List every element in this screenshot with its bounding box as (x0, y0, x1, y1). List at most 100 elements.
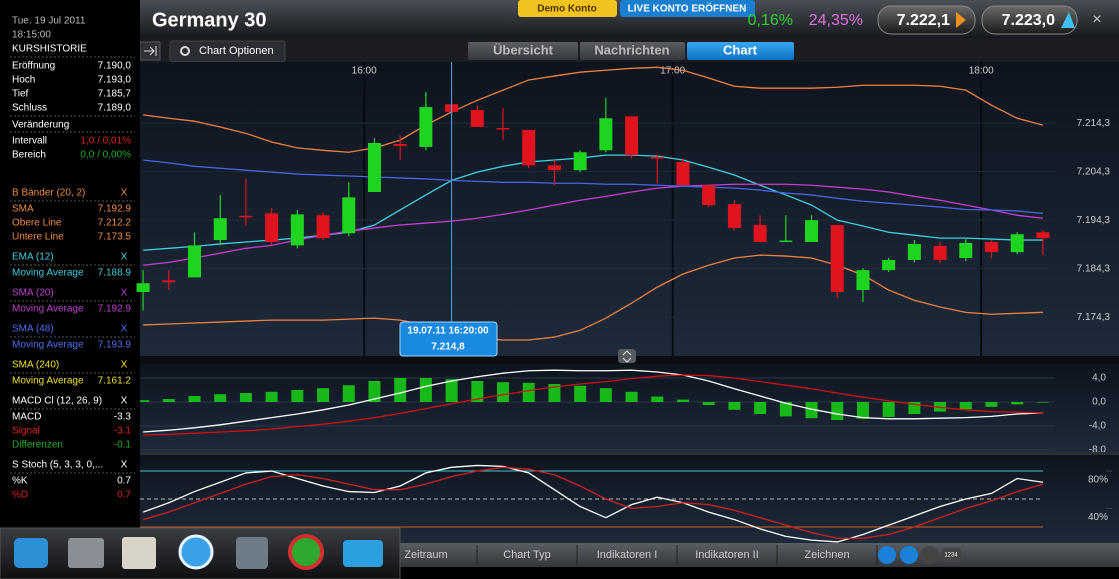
candle-body (702, 185, 716, 206)
toolbar-item[interactable]: Indikatoren I (597, 549, 658, 561)
row-label: Bereich (12, 150, 46, 161)
tab-label: Chart (723, 42, 758, 57)
toolbar-item[interactable]: Zeitraum (404, 549, 447, 561)
toolbar-item[interactable]: Zeichnen (804, 549, 849, 561)
dock-icon[interactable] (178, 534, 214, 570)
resize-handle[interactable] (618, 349, 636, 363)
live-button[interactable] (620, 0, 755, 17)
x-tick-label: 16:00 (352, 66, 377, 77)
candle-body (1036, 232, 1050, 239)
indicator-line (143, 159, 1043, 215)
tab-label: Übersicht (493, 42, 554, 57)
tab-label: Nachrichten (594, 42, 669, 57)
draw-tool[interactable] (878, 546, 896, 564)
row-value: 7.190,0 (98, 61, 132, 72)
indicator-title: MACD Cl (12, 26, 9) (12, 396, 102, 407)
panel-divider (140, 452, 1119, 455)
candle-body (290, 214, 304, 246)
candle-body (650, 157, 664, 159)
indicator-row-label: %D (12, 490, 28, 501)
dock-icon[interactable] (68, 538, 104, 568)
tooltip-time: 19.07.11 16:20:00 (407, 326, 489, 337)
dock-icon[interactable] (14, 538, 48, 568)
histogram-bar (1011, 401, 1024, 405)
indicator-title: B Bänder (20, 2) (12, 188, 85, 199)
section-title: KURSHISTORIE (12, 44, 87, 55)
dock-icon[interactable] (236, 537, 268, 569)
buy-button[interactable] (981, 5, 1078, 35)
row-value: 7.185,7 (98, 89, 132, 100)
tab-chart[interactable] (687, 42, 794, 60)
close-button[interactable]: × (1092, 11, 1101, 28)
dock-icon[interactable] (288, 534, 324, 570)
toolbar-item[interactable]: Chart Typ (503, 549, 551, 561)
histogram-bar (471, 380, 484, 402)
indicator-row-label: Moving Average (12, 340, 84, 351)
histogram-bar (959, 401, 972, 410)
sidebar (0, 0, 140, 528)
bottom-toolbar (400, 543, 1119, 567)
histogram-bar (239, 392, 252, 402)
candle-body (959, 242, 973, 258)
candle-body (213, 218, 227, 241)
histogram-bar (419, 377, 432, 402)
demo-button[interactable] (518, 0, 617, 17)
candle-body (188, 245, 202, 278)
histogram-bar (779, 401, 792, 417)
candle-body (984, 241, 998, 253)
bid-price: 7.222,1 (897, 12, 950, 29)
histogram-bar (342, 385, 355, 402)
y-tick-label: -8,0 (1089, 445, 1107, 456)
indicator-row-value: 0.7 (117, 490, 131, 501)
change-percent: 0,16% (748, 12, 793, 29)
histogram-bar (214, 394, 227, 402)
tooltip-box (399, 321, 498, 357)
histogram-bar (1036, 401, 1049, 403)
indicator-row-value: 7.173.5 (98, 232, 132, 243)
histogram-bar (548, 383, 561, 402)
indicator-row-value: 7.192.9 (98, 204, 132, 215)
tab-overview[interactable] (468, 42, 578, 60)
row-value: 1,0 / 0,01% (80, 136, 131, 147)
indicator-row-label: Signal (12, 426, 40, 437)
live-label: LIVE KONTO ERÖFFNEN (628, 2, 747, 15)
histogram-bar (574, 385, 587, 402)
row-value: 7.193,0 (98, 75, 132, 86)
indicator-row-label: Moving Average (12, 268, 84, 279)
candle-body (470, 110, 484, 128)
sell-button[interactable] (877, 5, 976, 35)
time: 18:15:00 (12, 30, 51, 41)
indicator-line (143, 369, 1043, 433)
indicator-row-value: 7.212.2 (98, 218, 132, 229)
dock-icon[interactable] (343, 540, 383, 567)
candle-body (676, 161, 690, 186)
x-tick-label: 18:00 (969, 66, 994, 77)
candle-body (162, 280, 176, 283)
crosshair-tooltip: 19.07.11 16:20:00 7.214,8 (399, 321, 498, 357)
indicator-close: X (121, 460, 128, 471)
gear-icon (180, 46, 190, 56)
candle-body (342, 197, 356, 234)
row-label: Eröffnung (12, 61, 55, 72)
crosshair-tool[interactable] (921, 546, 939, 564)
sell-arrow (956, 12, 966, 28)
histogram-bar (728, 401, 741, 410)
indicator-line (142, 464, 1044, 543)
draw-tool[interactable] (900, 546, 918, 564)
number-tool[interactable] (942, 548, 961, 562)
dock-icon[interactable] (122, 537, 156, 569)
indicator-row-value: -0.1 (114, 440, 132, 451)
tab-news[interactable] (580, 42, 685, 60)
indicator-row-value: -3.3 (114, 412, 132, 423)
indicator-row-label: Moving Average (12, 376, 84, 387)
candle-body (419, 107, 433, 147)
row-value: 7.189,0 (98, 103, 132, 114)
candle-body (316, 215, 330, 239)
indicator-row-value: -3.1 (114, 426, 132, 437)
toolbar-item[interactable]: Indikatoren II (695, 549, 759, 561)
candle-body (367, 143, 381, 193)
bottom-strip (400, 567, 1119, 579)
y-tick-label: 80% (1088, 475, 1108, 486)
indicator-title: S Stoch (5, 3, 3, 0,... (12, 460, 103, 471)
